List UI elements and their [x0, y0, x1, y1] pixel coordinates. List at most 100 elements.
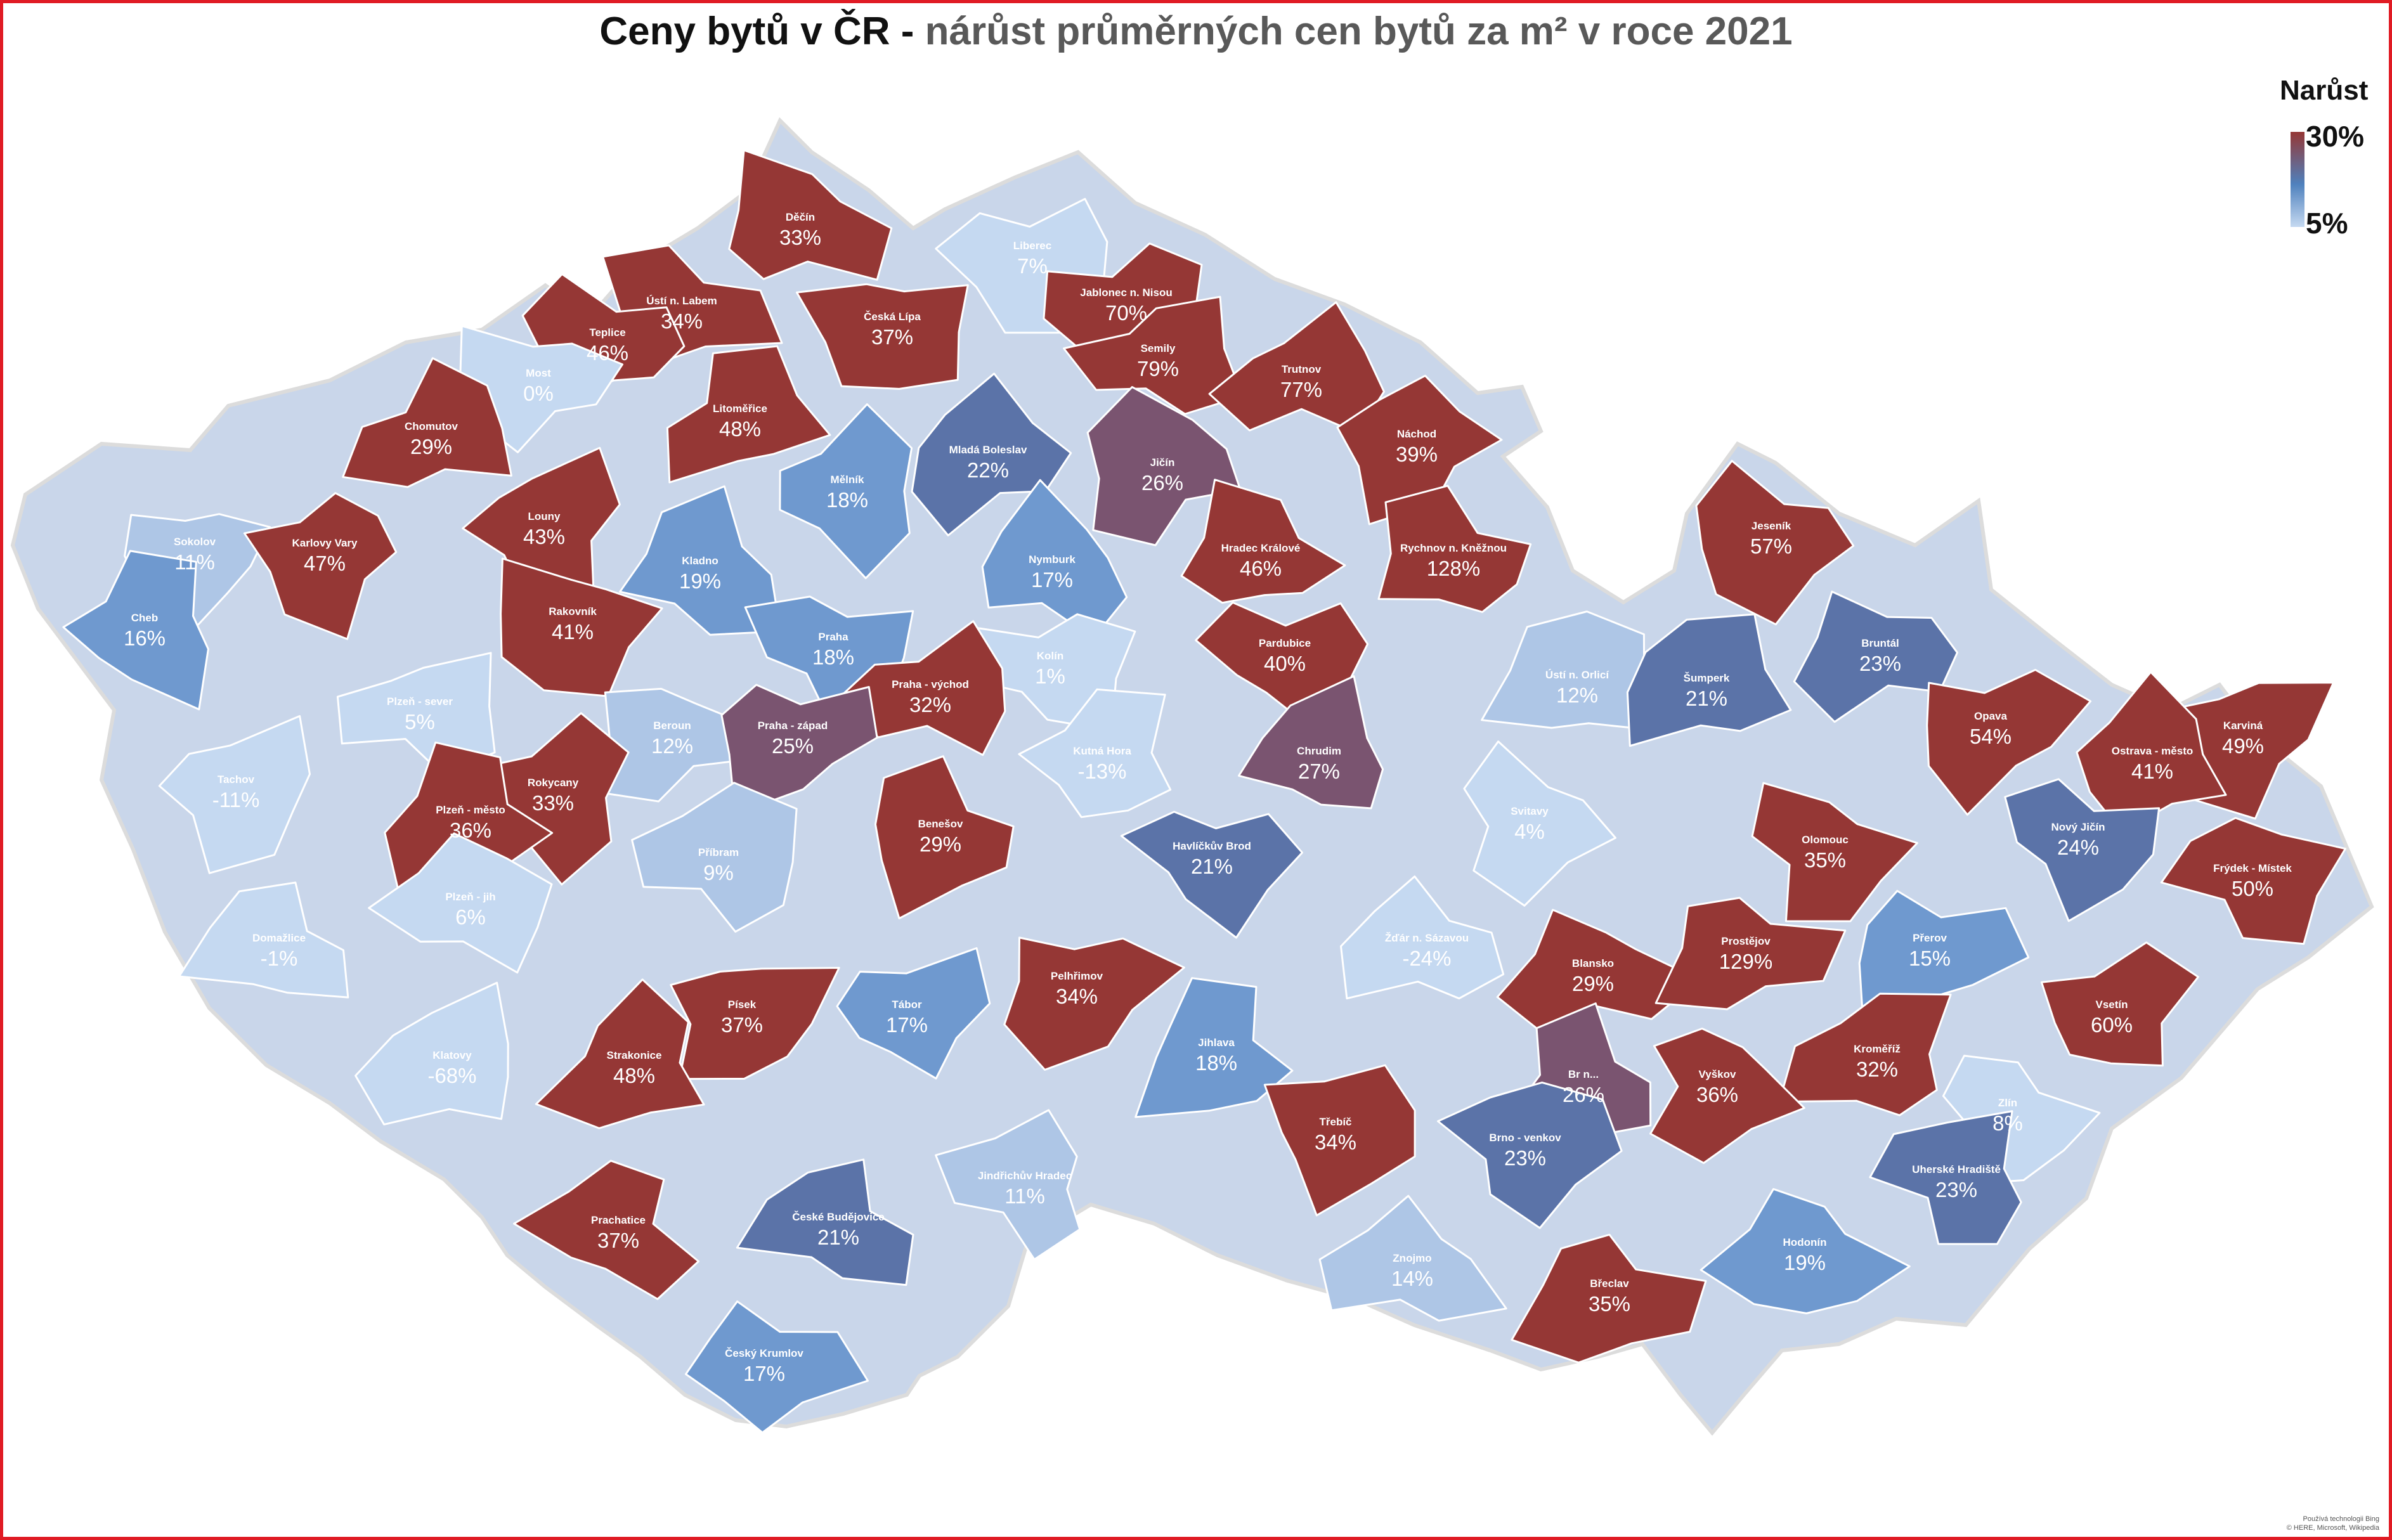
- district-region[interactable]: [795, 283, 969, 390]
- district-region[interactable]: [1793, 590, 1958, 723]
- district-region[interactable]: [779, 403, 913, 579]
- district-label: Jičín 26%: [1141, 456, 1183, 495]
- title-rest: nárůst průměrných cen bytů za m² v roce …: [925, 10, 1793, 53]
- district-region[interactable]: [1463, 741, 1616, 907]
- district-value: 29%: [920, 832, 961, 856]
- district-region[interactable]: [535, 978, 705, 1129]
- district-name: Přerov: [1913, 932, 1947, 944]
- district-region[interactable]: [1437, 1081, 1623, 1229]
- district-label: Chomutov 29%: [405, 420, 458, 458]
- district-region[interactable]: [1654, 896, 1847, 1011]
- district-region[interactable]: [836, 947, 991, 1080]
- district-region[interactable]: [1649, 1027, 1805, 1164]
- district-name: Břeclav: [1590, 1278, 1629, 1290]
- district-region[interactable]: [666, 345, 831, 484]
- district-label: Ústí n. Labem 34%: [646, 295, 717, 333]
- district-region[interactable]: [500, 557, 663, 697]
- attribution: Používá technologii Bing © HERE, Microso…: [2233, 1515, 2379, 1532]
- district-region[interactable]: [1700, 1187, 1911, 1314]
- district-region[interactable]: [178, 881, 349, 999]
- district-label: České Budějovice 21%: [792, 1211, 885, 1249]
- district-region[interactable]: [342, 357, 512, 488]
- district-region[interactable]: [935, 1109, 1081, 1260]
- district-name: Opava: [1974, 710, 2008, 722]
- district-label: Plzeň - jih 6%: [445, 891, 495, 929]
- district-region[interactable]: [1018, 688, 1172, 819]
- district-region[interactable]: [1695, 460, 1855, 626]
- district-region[interactable]: [2040, 941, 2199, 1067]
- district-name: Olomouc: [1802, 834, 1849, 846]
- district-value: 19%: [679, 569, 721, 593]
- district-region[interactable]: [1318, 1194, 1507, 1322]
- district-region[interactable]: [1377, 484, 1532, 613]
- district-name: Kroměříž: [1854, 1043, 1901, 1055]
- district-name: Jihlava: [1198, 1037, 1235, 1049]
- district-region[interactable]: [462, 446, 621, 608]
- district-label: Kutná Hora -13%: [1073, 745, 1131, 783]
- district-label: Plzeň - město 36%: [436, 804, 505, 842]
- district-region[interactable]: [874, 755, 1015, 920]
- district-region[interactable]: [368, 832, 553, 974]
- district-value: 7%: [1017, 254, 1048, 278]
- district-region[interactable]: [1086, 385, 1242, 547]
- district-name: Benešov: [918, 818, 963, 830]
- district-region[interactable]: [1180, 479, 1346, 604]
- district-value: 26%: [1141, 471, 1183, 495]
- district-region[interactable]: [1003, 936, 1185, 1071]
- district-region[interactable]: [1926, 669, 2092, 816]
- district-region[interactable]: [1208, 301, 1385, 434]
- district-name: Žďár n. Sázavou: [1385, 932, 1469, 944]
- district-region[interactable]: [1869, 1110, 2022, 1245]
- district-name: Hradec Králové: [1221, 542, 1301, 554]
- district-region[interactable]: [1134, 977, 1294, 1118]
- district-region[interactable]: [631, 782, 798, 933]
- district-name: Jičín: [1150, 456, 1175, 469]
- district-region[interactable]: [833, 620, 1006, 756]
- district-label: Třebíč 34%: [1315, 1116, 1356, 1154]
- district-name: Karviná: [2223, 720, 2263, 732]
- district-region[interactable]: [1063, 295, 1244, 415]
- district-name: Nový Jičín: [2051, 821, 2105, 833]
- district-region[interactable]: [1120, 810, 1303, 939]
- district-region[interactable]: [728, 149, 893, 281]
- district-region[interactable]: [981, 479, 1128, 640]
- district-name: Český Krumlov: [725, 1347, 803, 1359]
- district-region[interactable]: [1626, 613, 1792, 747]
- district-region[interactable]: [354, 981, 509, 1126]
- district-region[interactable]: [1511, 1233, 1707, 1364]
- district-region[interactable]: [243, 492, 398, 640]
- district-value: 34%: [661, 309, 703, 333]
- district-label: Chrudim 27%: [1297, 745, 1341, 783]
- district-value: 5%: [405, 710, 435, 734]
- district-region[interactable]: [1778, 992, 1952, 1116]
- district-region[interactable]: [1340, 875, 1505, 1000]
- district-value: 35%: [1804, 848, 1846, 872]
- district-region[interactable]: [736, 1158, 914, 1286]
- district-label: Cheb 16%: [124, 612, 166, 650]
- district-value: 46%: [1240, 557, 1282, 580]
- district-value: 29%: [1572, 972, 1614, 995]
- district-label: Česká Lípa 37%: [864, 311, 921, 349]
- district-value: 70%: [1105, 301, 1147, 325]
- district-region[interactable]: [670, 967, 840, 1080]
- district-region[interactable]: [62, 550, 209, 711]
- district-value: 60%: [2091, 1013, 2133, 1037]
- district-region[interactable]: [685, 1300, 869, 1434]
- district-value: -24%: [1402, 947, 1451, 970]
- district-name: Česká Lípa: [864, 311, 921, 323]
- district-region[interactable]: [158, 715, 311, 874]
- district-region[interactable]: [720, 683, 878, 815]
- district-region[interactable]: [2160, 817, 2346, 945]
- district-region[interactable]: [1238, 675, 1384, 810]
- district-name: České Budějovice: [792, 1211, 885, 1223]
- district-label: Pardubice 40%: [1259, 637, 1311, 675]
- district-region[interactable]: [513, 1160, 699, 1300]
- district-label: Kroměříž 32%: [1854, 1043, 1901, 1081]
- district-region[interactable]: [911, 372, 1072, 536]
- district-region[interactable]: [1263, 1064, 1416, 1217]
- district-name: Jeseník: [1752, 520, 1791, 532]
- district-region[interactable]: [1751, 782, 1918, 922]
- district-region[interactable]: [619, 485, 782, 636]
- district-region[interactable]: [2004, 778, 2161, 922]
- district-region[interactable]: [1858, 890, 2030, 1024]
